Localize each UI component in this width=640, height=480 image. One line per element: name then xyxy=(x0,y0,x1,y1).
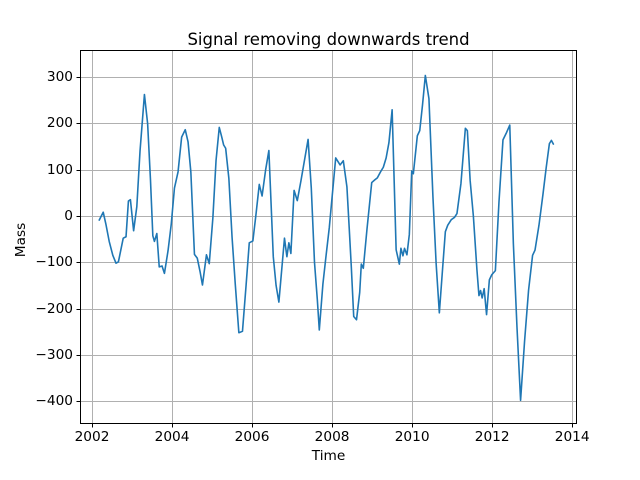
y-tick-label-0: 0 xyxy=(64,207,73,224)
y-tick-label--200: −200 xyxy=(35,300,73,317)
x-tick-label-2014: 2014 xyxy=(554,429,590,445)
y-tick-label--300: −300 xyxy=(35,346,73,363)
y-tick-label--400: −400 xyxy=(35,393,73,410)
y-axis-label: Mass xyxy=(13,222,29,258)
y-tick-label-300: 300 xyxy=(46,68,73,85)
y-tick-label-100: 100 xyxy=(46,161,73,178)
axes-spines xyxy=(80,50,577,424)
x-tick-label-2002: 2002 xyxy=(74,429,110,445)
x-tick-label-2012: 2012 xyxy=(474,429,510,445)
chart-title: Signal removing downwards trend xyxy=(187,30,470,49)
x-tick-label-2006: 2006 xyxy=(234,429,270,445)
x-axis-label: Time xyxy=(311,448,346,464)
y-tick-label--100: −100 xyxy=(35,254,73,271)
data-line xyxy=(98,74,555,402)
x-tick-label-2004: 2004 xyxy=(154,429,190,445)
y-tick-label-200: 200 xyxy=(46,115,73,132)
x-tick-label-2010: 2010 xyxy=(394,429,430,445)
x-tick-label-2008: 2008 xyxy=(314,429,350,445)
